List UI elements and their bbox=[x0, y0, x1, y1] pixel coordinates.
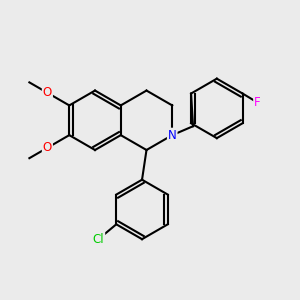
Text: N: N bbox=[168, 129, 177, 142]
Text: O: O bbox=[43, 86, 52, 99]
Text: Cl: Cl bbox=[93, 233, 104, 246]
Text: F: F bbox=[254, 96, 261, 109]
Text: O: O bbox=[43, 141, 52, 154]
